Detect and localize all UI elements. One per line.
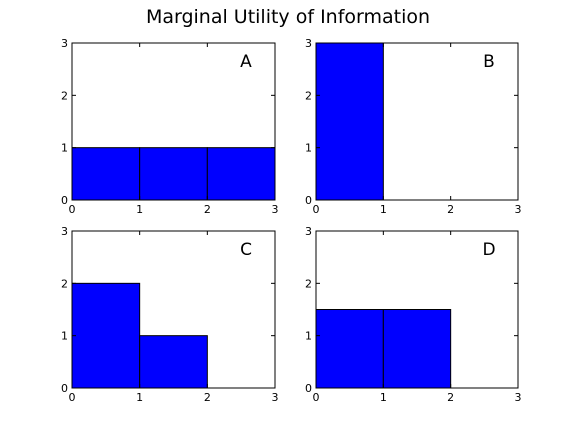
panel-c: 0 1 2 3 0 1 2 3 C: [61, 225, 279, 404]
y-tick-label: 2: [305, 89, 312, 102]
x-tick-label: 1: [136, 203, 143, 216]
x-tick-label: 0: [69, 203, 76, 216]
y-tick-label: 0: [305, 194, 312, 207]
y-tick-label: 1: [305, 330, 312, 343]
x-tick-label: 3: [515, 203, 522, 216]
y-tick-label: 3: [305, 225, 312, 238]
bar-c-1: [71, 282, 141, 389]
figure-title: Marginal Utility of Information: [146, 6, 430, 28]
y-tick-label: 3: [61, 37, 68, 50]
y-tick-label: 1: [305, 142, 312, 155]
x-tick-label: 1: [136, 391, 143, 404]
x-tick-label: 1: [380, 203, 387, 216]
x-tick-label: 3: [272, 391, 279, 404]
panel-d: 0 1 2 3 0 1 2 3 D: [305, 225, 522, 404]
bar-c-2: [139, 335, 208, 389]
y-tick-label: 1: [61, 330, 68, 343]
panel-letter-b: B: [483, 52, 495, 72]
y-tick-label: 0: [61, 382, 68, 395]
y-tick-label: 3: [305, 37, 312, 50]
bar-a-3: [206, 147, 276, 201]
panel-b: 0 1 2 3 0 1 2 3 B: [305, 37, 522, 216]
y-tick-label: 2: [305, 277, 312, 290]
x-tick-label: 2: [204, 391, 211, 404]
y-tick-label: 2: [61, 89, 68, 102]
y-tick-label: 0: [305, 382, 312, 395]
panel-a: 0 1 2 3 0 1 2 3 A: [61, 37, 279, 216]
bar-d-2: [382, 309, 452, 389]
x-tick-label: 0: [313, 391, 320, 404]
panel-letter-d: D: [482, 240, 495, 260]
bar-a-1: [71, 147, 141, 201]
y-tick-label: 3: [61, 225, 68, 238]
x-tick-label: 2: [447, 391, 454, 404]
x-tick-label: 0: [313, 203, 320, 216]
y-tick-label: 2: [61, 277, 68, 290]
x-tick-label: 3: [272, 203, 279, 216]
x-tick-label: 2: [204, 203, 211, 216]
panel-letter-c: C: [240, 240, 252, 260]
x-tick-label: 1: [380, 391, 387, 404]
x-tick-label: 3: [515, 391, 522, 404]
x-tick-label: 2: [447, 203, 454, 216]
x-tick-label: 0: [69, 391, 76, 404]
bar-b-1: [315, 42, 384, 201]
y-tick-label: 1: [61, 142, 68, 155]
panel-letter-a: A: [240, 52, 252, 72]
bar-d-1: [315, 309, 384, 389]
bar-a-2: [139, 147, 208, 201]
y-tick-label: 0: [61, 194, 68, 207]
